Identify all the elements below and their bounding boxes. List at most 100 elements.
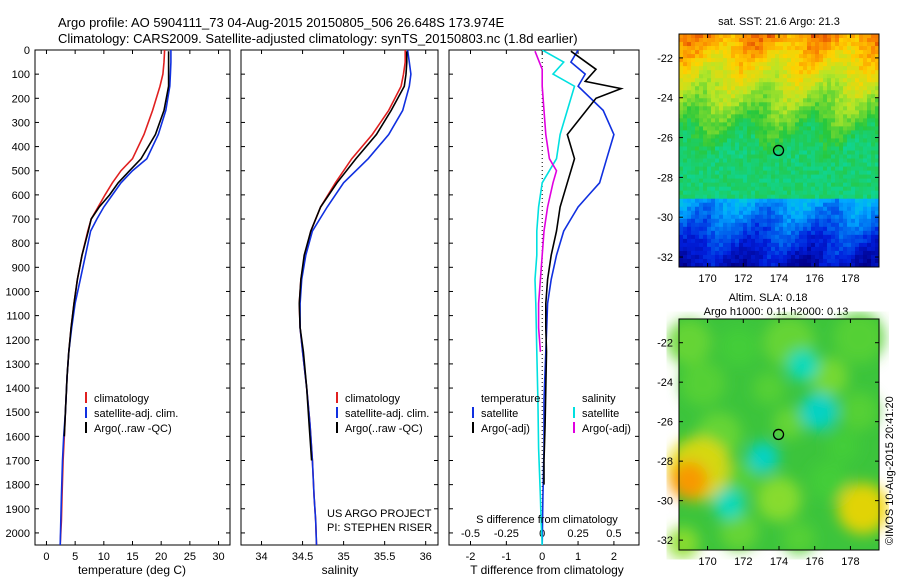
sst-cell [795, 82, 800, 87]
sst-cell [771, 74, 776, 79]
sst-cell [783, 194, 788, 200]
sst-cell [811, 206, 816, 212]
sst-cell [735, 198, 740, 204]
sst-cell [735, 250, 740, 256]
sst-cell [687, 54, 692, 59]
sst-cell [875, 206, 880, 212]
legend-argo: Argo(..raw -QC) [345, 423, 423, 435]
sst-cell [727, 66, 732, 71]
sst-cell [779, 70, 784, 75]
sst-cell [703, 110, 708, 115]
sst-cell [787, 70, 792, 75]
sst-cell [835, 162, 840, 167]
sst-cell [847, 50, 852, 55]
sst-cell [823, 42, 828, 47]
sst-cell [819, 94, 824, 99]
sst-cell [791, 238, 796, 244]
sst-cell [739, 34, 744, 39]
sst-cell [875, 250, 880, 256]
sst-cell [707, 98, 712, 103]
sst-cell [763, 178, 768, 184]
sst-cell [839, 258, 844, 264]
sst-cell [723, 74, 728, 79]
sst-cell [827, 142, 832, 147]
sst-cell [691, 230, 696, 236]
sst-cell [695, 66, 700, 71]
sst-cell [775, 242, 780, 248]
sst-cell [835, 34, 840, 39]
sst-cell [715, 114, 720, 119]
sst-cell [687, 166, 692, 171]
sst-cell [783, 246, 788, 252]
sst-cell [799, 194, 804, 200]
salinity-legend: climatology satellite-adj. clim. Argo(..… [327, 392, 432, 534]
sst-cell [847, 258, 852, 264]
sst-cell [687, 62, 692, 67]
sst-cell [703, 262, 708, 268]
sst-cell [847, 230, 852, 236]
sst-cell [759, 50, 764, 55]
sst-cell [719, 230, 724, 236]
sst-cell [867, 238, 872, 244]
sst-cell [703, 210, 708, 216]
sst-cell [807, 46, 812, 51]
sst-cell [807, 242, 812, 248]
sst-cell [867, 70, 872, 75]
sst-cell [867, 214, 872, 220]
sst-cell [815, 74, 820, 79]
sst-cell [723, 210, 728, 216]
sst-cell [815, 66, 820, 71]
sst-cell [831, 234, 836, 240]
sst-cell [679, 154, 684, 159]
sst-cell [803, 142, 808, 147]
sst-cell [839, 114, 844, 119]
sst-cell [763, 138, 768, 143]
sst-cell [711, 98, 716, 103]
sst-cell [835, 150, 840, 155]
sst-cell [843, 82, 848, 87]
sst-cell [851, 106, 856, 111]
sst-cell [819, 126, 824, 131]
sst-cell [787, 114, 792, 119]
sst-cell [715, 106, 720, 111]
sst-cell [731, 122, 736, 127]
sst-cell [787, 98, 792, 103]
sst-cell [827, 122, 832, 127]
sst-cell [771, 186, 776, 192]
sst-cell [855, 206, 860, 212]
sst-cell [759, 210, 764, 216]
sst-cell [687, 58, 692, 63]
sst-cell [715, 182, 720, 188]
sst-cell [795, 74, 800, 79]
sst-cell [763, 114, 768, 119]
sst-cell [835, 202, 840, 208]
sst-cell [783, 66, 788, 71]
sst-cell [743, 66, 748, 71]
sst-cell [715, 210, 720, 216]
sst-cell [687, 90, 692, 95]
sst-cell [751, 86, 756, 91]
sst-cell [747, 90, 752, 95]
sst-cell [727, 130, 732, 135]
sst-cell [695, 206, 700, 212]
sst-cell [683, 262, 688, 268]
sst-cell [871, 134, 876, 139]
sst-cell [871, 250, 876, 256]
sst-cell [779, 182, 784, 188]
sst-cell [763, 258, 768, 264]
sst-cell [755, 202, 760, 208]
sst-cell [875, 198, 880, 204]
sst-cell [719, 258, 724, 264]
sst-cell [719, 66, 724, 71]
sst-cell [823, 142, 828, 147]
sst-cell [747, 166, 752, 171]
sst-cell [819, 54, 824, 59]
sst-cell [747, 122, 752, 127]
sst-cell [683, 122, 688, 127]
sst-cell [855, 90, 860, 95]
sst-cell [859, 238, 864, 244]
sst-cell [759, 66, 764, 71]
sst-cell [811, 106, 816, 111]
sst-cell [815, 214, 820, 220]
sst-cell [763, 234, 768, 240]
